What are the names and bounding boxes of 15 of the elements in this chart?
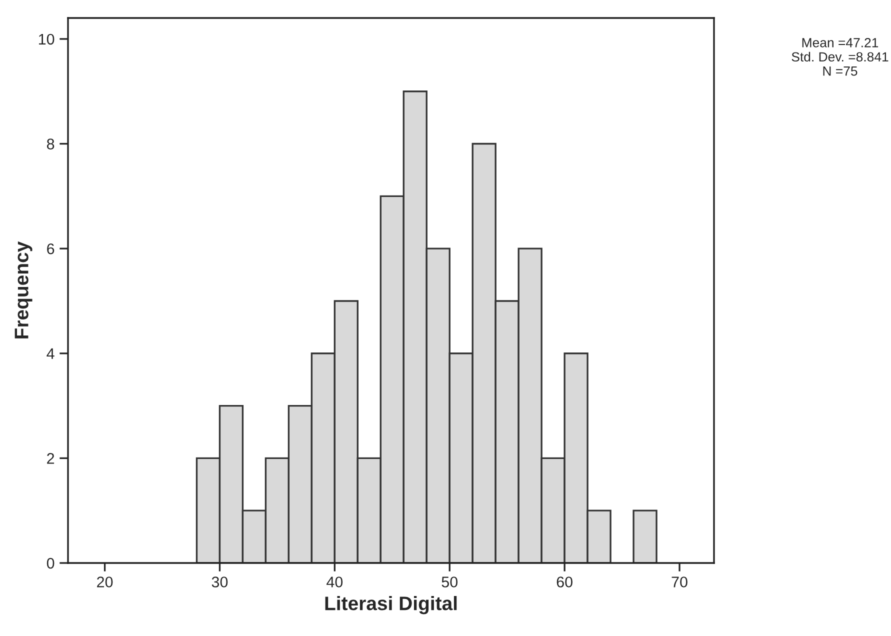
x-tick-label: 70	[672, 576, 688, 588]
y-tick-label: 2	[47, 453, 54, 464]
x-axis-title: Literasi Digital	[325, 596, 457, 614]
x-tick-label: 60	[556, 576, 572, 588]
y-axis-title: Frequency	[14, 241, 32, 338]
y-tick-label: 4	[46, 348, 54, 359]
y-tick-label: 10	[38, 34, 54, 45]
x-tick-label: 50	[442, 576, 458, 588]
x-tick-label: 30	[212, 576, 228, 588]
y-tick-label: 6	[47, 243, 54, 254]
y-tick-label: 8	[46, 138, 54, 150]
x-tick-label: 20	[97, 576, 113, 588]
text: Mean =47.21 Std. Dev. =8.841 N =75	[792, 38, 888, 76]
y-tick-label: 0	[46, 558, 54, 569]
x-tick-label: 40	[326, 576, 343, 588]
